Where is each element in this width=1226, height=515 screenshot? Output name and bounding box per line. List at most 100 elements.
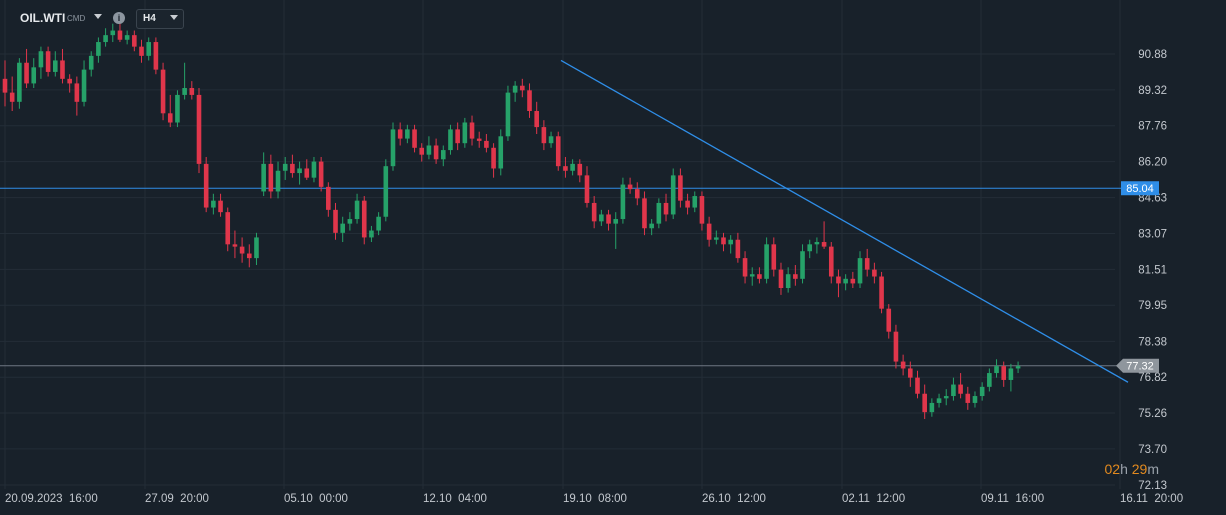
candle-up [182, 88, 187, 95]
candle-down [965, 393, 971, 403]
candle-up [376, 216, 381, 231]
candle-up [383, 166, 389, 217]
candle-up [390, 129, 396, 167]
candle-down [721, 237, 726, 245]
x-tick-label: 16.11 20:00 [1120, 493, 1183, 505]
candle-up [261, 163, 266, 192]
x-tick-label: 26.10 12:00 [702, 493, 766, 505]
candle-up [929, 402, 935, 413]
y-tick-label: 84.63 [1138, 193, 1167, 205]
candle-up [110, 30, 116, 36]
chart-toolbar: OIL.WTI CMD i H4 [0, 0, 400, 36]
candle-down [893, 331, 899, 362]
x-tick-label: 12.10 04:00 [423, 493, 487, 505]
candle-up [843, 278, 848, 284]
candle-up [340, 223, 345, 233]
candle-down [879, 276, 884, 309]
candle-down [232, 244, 238, 247]
candle-down [793, 274, 798, 279]
candle-down [771, 244, 777, 270]
candle-down [821, 242, 827, 247]
candle-down [541, 127, 547, 144]
candle-down [534, 111, 539, 128]
candle-down [908, 368, 913, 378]
candle-down [735, 239, 741, 259]
candle-down [153, 42, 159, 70]
candle-up [103, 35, 108, 43]
candle-down [160, 69, 166, 114]
candle-up [692, 196, 698, 208]
candle-down [778, 269, 784, 289]
y-tick-label: 79.95 [1138, 300, 1167, 312]
candle-up [440, 150, 446, 160]
candle-down [290, 163, 295, 174]
candle-down [397, 129, 403, 139]
candle-up [807, 244, 813, 252]
info-icon[interactable]: i [113, 12, 125, 24]
countdown-hours: 02 [1104, 461, 1121, 477]
candle-up [297, 168, 302, 174]
candle-down [591, 202, 597, 222]
countdown-minutes-unit: m [1147, 461, 1159, 477]
candle-down [60, 60, 65, 79]
x-tick-label: 20.09.2023 16:00 [5, 493, 98, 505]
candle-up [505, 92, 511, 137]
candle-up [31, 67, 37, 84]
candle-down [958, 384, 963, 394]
candle-down [520, 85, 525, 91]
candle-up [96, 42, 101, 56]
current-price-label: 77.32 [1126, 361, 1154, 373]
symbol-label[interactable]: OIL.WTI [20, 11, 66, 25]
candle-down [361, 200, 367, 238]
candle-down [606, 214, 611, 224]
x-tick-label: 02.11 12:00 [842, 493, 905, 505]
candle-up [728, 239, 733, 245]
candle-up [548, 136, 554, 144]
candle-down [706, 223, 712, 240]
candle-up [649, 223, 654, 229]
candle-down [850, 278, 856, 284]
candle-down [678, 175, 683, 201]
candle-down [239, 246, 245, 254]
x-tick-label: 09.11 16:00 [981, 493, 1044, 505]
timeframe-select[interactable]: H4 [136, 9, 184, 29]
candle-down [2, 78, 8, 93]
candle-up [146, 42, 151, 56]
y-tick-label: 87.76 [1138, 121, 1167, 133]
candle-down [577, 163, 583, 176]
candle-down [433, 145, 439, 160]
candle-up [81, 69, 87, 102]
y-tick-label: 76.82 [1138, 372, 1167, 384]
candle-up [943, 396, 949, 399]
candle-down [196, 94, 202, 164]
candle-down [455, 129, 460, 144]
candle-down [663, 202, 669, 215]
symbol-dropdown-caret-icon[interactable] [94, 14, 102, 19]
candle-down [326, 186, 331, 210]
symbol-type-label: CMD [67, 14, 86, 23]
candle-down [634, 189, 640, 199]
candle-down [828, 246, 834, 277]
candle-down [412, 129, 417, 148]
x-tick-label: 05.10 00:00 [284, 493, 348, 505]
candle-up [670, 175, 676, 215]
y-tick-label: 81.51 [1138, 264, 1167, 276]
candle-down [872, 269, 877, 277]
candle-down [864, 258, 870, 270]
candle-down [642, 198, 647, 229]
y-tick-label: 72.13 [1138, 480, 1167, 492]
candle-down [469, 122, 475, 139]
candle-up [426, 145, 432, 155]
candle-up [88, 55, 94, 70]
candle-up [512, 85, 518, 93]
candle-down [1001, 366, 1007, 380]
candle-down [900, 361, 906, 369]
candle-up [369, 230, 374, 238]
candle-up [462, 122, 468, 144]
candle-down [318, 161, 324, 187]
candle-down [584, 175, 590, 203]
candle-down [67, 78, 72, 84]
candle-down [699, 196, 705, 224]
candle-countdown: 02h 29m [1104, 461, 1159, 477]
